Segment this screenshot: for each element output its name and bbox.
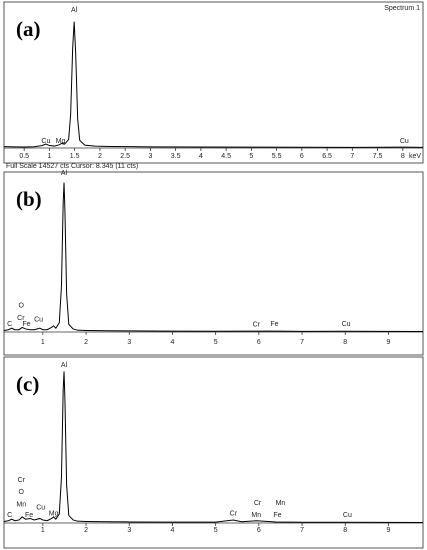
spectrum xyxy=(3,182,424,333)
peak-label: Al xyxy=(61,170,68,177)
x-tick-label: 5.5 xyxy=(272,153,282,160)
x-tick-label: 7 xyxy=(350,153,354,160)
panel-frame xyxy=(3,1,424,164)
peak-label: Fe xyxy=(273,512,281,519)
x-tick-label: 2.5 xyxy=(120,153,130,160)
x-tick-label: 8 xyxy=(343,339,347,346)
peak-label: O xyxy=(19,303,25,310)
peak-label: Cu xyxy=(36,504,45,511)
x-tick-label: 5 xyxy=(249,153,253,160)
peak-label: Cu xyxy=(34,316,43,323)
peak-label: Fe xyxy=(25,512,33,519)
peak-label: Cr xyxy=(254,500,262,507)
x-tick-label: 6 xyxy=(300,153,304,160)
peak-label: Mn xyxy=(16,501,26,508)
x-tick-label: 4.5 xyxy=(221,153,231,160)
peak-label: C xyxy=(7,512,12,519)
x-tick-label: 3 xyxy=(148,153,152,160)
x-tick-label: 0.5 xyxy=(19,153,29,160)
x-tick-label: 1.5 xyxy=(70,153,80,160)
panel-label: (a) xyxy=(16,17,41,41)
peak-label: Al xyxy=(71,7,78,14)
x-tick-label: 8 xyxy=(401,153,405,160)
x-tick-label: 4 xyxy=(171,527,175,534)
peak-label: Cu xyxy=(343,512,352,519)
x-tick-label: 2 xyxy=(84,339,88,346)
x-tick-label: 2 xyxy=(98,153,102,160)
x-tick-label: 6.5 xyxy=(322,153,332,160)
spectrum-label: Spectrum 1 xyxy=(384,5,420,12)
x-tick-label: 9 xyxy=(386,339,390,346)
x-tick-label: 6 xyxy=(257,339,261,346)
status-text: Full Scale 14527 cts Cursor: 8.345 (11 c… xyxy=(6,163,138,170)
peak-label: Mn xyxy=(276,500,286,507)
spectrum xyxy=(3,21,424,148)
x-tick-label: 8 xyxy=(343,527,347,534)
x-tick-label: 3.5 xyxy=(171,153,181,160)
panel-frame xyxy=(3,356,424,549)
x-tick-label: 5 xyxy=(214,339,218,346)
peak-label: Cr xyxy=(253,322,261,329)
x-tick-label: 7 xyxy=(300,527,304,534)
x-tick-label: 3 xyxy=(127,527,131,534)
peak-label: Cu xyxy=(400,138,409,145)
x-axis-label: keV xyxy=(409,153,421,160)
x-tick-label: 3 xyxy=(127,339,131,346)
peak-label: Fe xyxy=(270,321,278,328)
peak-label: Cr xyxy=(18,477,26,484)
peak-label: Al xyxy=(61,362,68,369)
x-tick-label: 4 xyxy=(199,153,203,160)
peak-label: Mn xyxy=(251,512,261,519)
peak-label: Mg xyxy=(56,138,66,145)
x-tick-label: 1 xyxy=(41,527,45,534)
peak-label: Cu xyxy=(41,138,50,145)
x-tick-label: 6 xyxy=(257,527,261,534)
x-tick-label: 5 xyxy=(214,527,218,534)
x-tick-label: 7 xyxy=(300,339,304,346)
panel-label: (c) xyxy=(16,372,39,396)
x-tick-label: 1 xyxy=(41,339,45,346)
panel-frame xyxy=(3,171,424,356)
x-tick-label: 2 xyxy=(84,527,88,534)
peak-label: Cr xyxy=(230,510,238,517)
peak-label: Cu xyxy=(342,321,351,328)
spectrum xyxy=(3,371,424,524)
peak-label: Fe xyxy=(22,321,30,328)
peak-label: C xyxy=(7,321,12,328)
x-tick-label: 1 xyxy=(47,153,51,160)
x-tick-label: 4 xyxy=(171,339,175,346)
x-tick-label: 9 xyxy=(386,527,390,534)
panel-label: (b) xyxy=(16,187,42,211)
peak-label: O xyxy=(19,489,25,496)
peak-label: Mg xyxy=(49,510,59,517)
peak-label: Cr xyxy=(17,315,25,322)
x-tick-label: 7.5 xyxy=(373,153,383,160)
